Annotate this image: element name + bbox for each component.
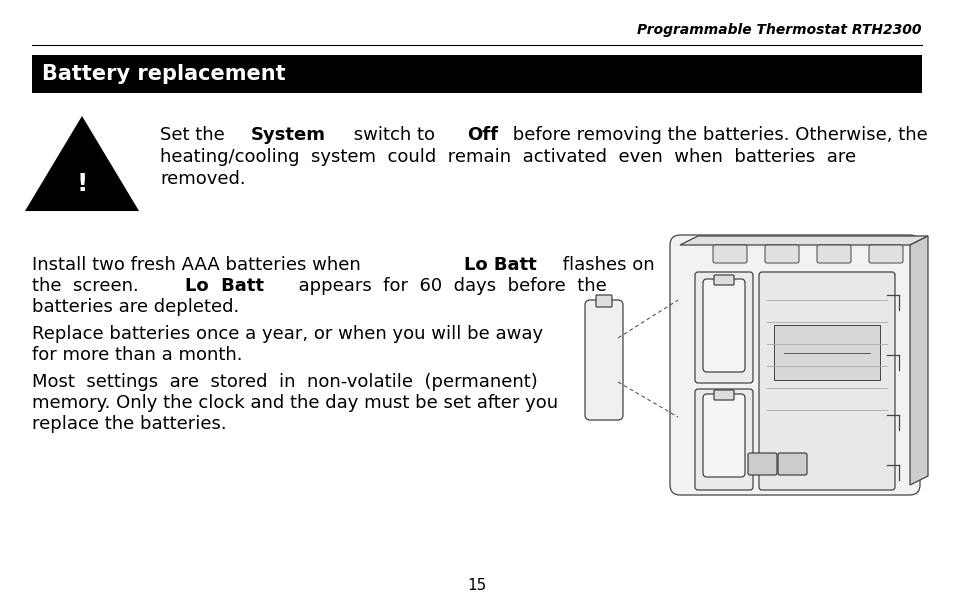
FancyBboxPatch shape <box>596 295 612 307</box>
Text: Programmable Thermostat RTH2300: Programmable Thermostat RTH2300 <box>637 23 921 37</box>
Text: appears  for  60  days  before  the: appears for 60 days before the <box>286 277 605 295</box>
Bar <box>773 325 879 380</box>
Text: !: ! <box>76 172 88 196</box>
FancyBboxPatch shape <box>712 245 746 263</box>
FancyBboxPatch shape <box>702 279 744 372</box>
Text: Off: Off <box>467 126 497 144</box>
Text: for more than a month.: for more than a month. <box>32 346 242 364</box>
FancyBboxPatch shape <box>764 245 799 263</box>
FancyBboxPatch shape <box>702 394 744 477</box>
Text: Lo  Batt: Lo Batt <box>184 277 263 295</box>
Polygon shape <box>27 118 137 210</box>
Polygon shape <box>679 236 927 245</box>
FancyBboxPatch shape <box>695 272 752 383</box>
Text: removed.: removed. <box>160 170 245 188</box>
FancyBboxPatch shape <box>584 300 622 420</box>
Text: 15: 15 <box>467 578 486 593</box>
Text: Battery replacement: Battery replacement <box>42 64 285 84</box>
Bar <box>32 55 921 93</box>
FancyBboxPatch shape <box>868 245 902 263</box>
Text: flashes on: flashes on <box>557 256 655 274</box>
FancyBboxPatch shape <box>669 235 919 495</box>
Text: Most  settings  are  stored  in  non-volatile  (permanent): Most settings are stored in non-volatile… <box>32 373 537 391</box>
Text: heating/cooling  system  could  remain  activated  even  when  batteries  are: heating/cooling system could remain acti… <box>160 148 855 166</box>
Text: replace the batteries.: replace the batteries. <box>32 415 227 433</box>
Polygon shape <box>909 236 927 485</box>
Text: switch to: switch to <box>348 126 440 144</box>
FancyBboxPatch shape <box>778 453 806 475</box>
Text: System: System <box>251 126 326 144</box>
Text: memory. Only the clock and the day must be set after you: memory. Only the clock and the day must … <box>32 394 558 412</box>
FancyBboxPatch shape <box>747 453 776 475</box>
Text: Replace batteries once a year, or when you will be away: Replace batteries once a year, or when y… <box>32 325 542 343</box>
FancyBboxPatch shape <box>713 390 733 400</box>
Text: the  screen.: the screen. <box>32 277 150 295</box>
Text: Set the: Set the <box>160 126 231 144</box>
FancyBboxPatch shape <box>713 275 733 285</box>
FancyBboxPatch shape <box>695 389 752 490</box>
FancyBboxPatch shape <box>816 245 850 263</box>
Text: before removing the batteries. Otherwise, the: before removing the batteries. Otherwise… <box>507 126 927 144</box>
Text: batteries are depleted.: batteries are depleted. <box>32 298 239 316</box>
FancyBboxPatch shape <box>759 272 894 490</box>
Text: Install two fresh AAA batteries when: Install two fresh AAA batteries when <box>32 256 366 274</box>
Text: Lo Batt: Lo Batt <box>463 256 536 274</box>
